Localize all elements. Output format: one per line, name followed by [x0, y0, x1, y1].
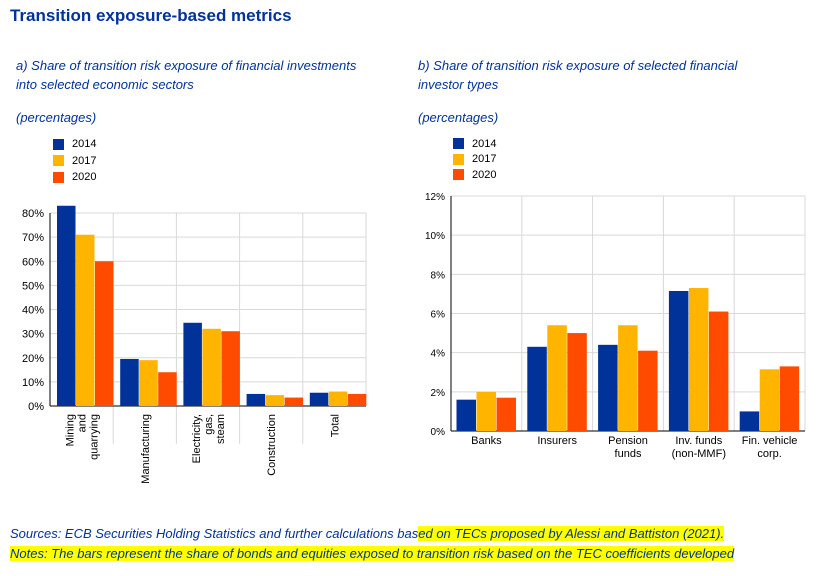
bar-2017	[139, 360, 158, 406]
legend-swatch-2014	[453, 138, 464, 150]
legend-item-2017: 2017	[53, 153, 96, 170]
chart-a-unit: (percentages)	[16, 110, 97, 125]
chart-a-legend: 2014 2017 2020	[53, 136, 96, 186]
legend-label: 2014	[72, 138, 97, 151]
bar-2014	[183, 322, 202, 406]
y-tick-label: 40%	[22, 305, 44, 317]
bar-2014	[57, 205, 76, 406]
y-tick-label: 12%	[425, 192, 445, 203]
chart-a-subtitle-line1: a) Share of transition risk exposure of …	[16, 58, 357, 73]
bar-2017	[618, 325, 638, 431]
bar-2020	[158, 372, 177, 406]
y-tick-label: 60%	[22, 256, 44, 268]
y-tick-label: 80%	[22, 208, 44, 220]
y-tick-label: 6%	[431, 310, 446, 321]
bar-2017	[476, 391, 496, 431]
x-tick-label: and	[77, 414, 89, 432]
y-tick-label: 10%	[425, 231, 445, 242]
legend-item-2020: 2020	[53, 169, 96, 186]
bar-2020	[221, 331, 240, 406]
bar-2020	[567, 333, 587, 431]
bar-2014	[598, 344, 618, 431]
legend-swatch-2014	[53, 138, 64, 150]
footer-sources-b: ed on TECs proposed by Alessi and Battis…	[418, 526, 725, 541]
bar-2014	[120, 358, 139, 406]
y-tick-label: 10%	[22, 377, 44, 389]
y-tick-label: 70%	[22, 232, 44, 244]
chart-b-unit: (percentages)	[418, 110, 499, 125]
legend-swatch-2020	[453, 169, 464, 181]
x-tick-label: Inv. funds	[675, 435, 722, 447]
y-tick-label: 4%	[431, 349, 446, 360]
legend-swatch-2017	[453, 153, 464, 165]
chart-b-subtitle-line1: b) Share of transition risk exposure of …	[418, 58, 738, 73]
bar-2017	[759, 369, 780, 431]
y-tick-label: 30%	[22, 329, 44, 341]
legend-label: 2014	[472, 137, 497, 150]
bar-2014	[668, 290, 689, 431]
x-tick-label: Electricity,	[191, 414, 203, 463]
y-tick-label: 50%	[22, 280, 44, 292]
legend-item-2014: 2014	[53, 136, 96, 153]
bar-2020	[284, 397, 304, 406]
legend-swatch-2020	[53, 171, 64, 183]
x-tick-label: gas,	[203, 414, 215, 435]
y-tick-label: 0%	[28, 401, 44, 413]
bar-2017	[688, 288, 709, 431]
bar-2020	[95, 261, 114, 406]
bar-2014	[309, 392, 329, 406]
y-tick-label: 2%	[431, 388, 446, 399]
x-tick-label: Banks	[471, 435, 502, 447]
x-tick-label: Total	[329, 414, 341, 437]
bar-2014	[246, 393, 266, 406]
x-tick-label: Mining	[65, 414, 77, 446]
x-tick-label: Construction	[266, 414, 278, 476]
footer-sources: Sources: ECB Securities Holding Statisti…	[10, 526, 725, 541]
bar-2017	[328, 391, 348, 406]
x-tick-label: corp.	[757, 448, 781, 460]
chart-b-legend: 2014 2017 2020	[453, 136, 496, 183]
x-tick-label: Insurers	[537, 435, 577, 447]
footer-notes: Notes: The bars represent the share of b…	[10, 546, 735, 561]
footer-sources-a: Sources: ECB Securities Holding Statisti…	[10, 526, 419, 541]
x-tick-label: funds	[615, 448, 642, 460]
y-tick-label: 8%	[431, 270, 446, 281]
x-tick-label: (non-MMF)	[672, 448, 726, 460]
chart-b-subtitle-line2: investor types	[418, 77, 499, 92]
bar-2014	[456, 399, 476, 431]
bar-2020	[708, 311, 729, 431]
legend-item-2017: 2017	[453, 152, 496, 168]
bar-2020	[496, 397, 516, 431]
legend-swatch-2017	[53, 155, 64, 167]
legend-item-2014: 2014	[453, 136, 496, 152]
bar-2017	[265, 395, 285, 406]
x-tick-label: steam	[215, 414, 227, 444]
chart-a-subtitle-line2: into selected economic sectors	[16, 77, 194, 92]
bar-2014	[739, 411, 760, 431]
y-tick-label: 20%	[22, 353, 44, 365]
y-tick-label: 0%	[431, 427, 446, 438]
footer-notes-text: Notes: The bars represent the share of b…	[10, 546, 735, 561]
page-title: Transition exposure-based metrics	[10, 6, 292, 25]
x-tick-label: Manufacturing	[140, 414, 152, 484]
bar-2014	[527, 346, 547, 431]
x-tick-label: Fin. vehicle	[742, 435, 798, 447]
legend-item-2020: 2020	[453, 167, 496, 183]
chart-b-subtitle: b) Share of transition risk exposure of …	[418, 56, 737, 94]
bar-2020	[347, 393, 367, 406]
bar-2020	[638, 350, 658, 431]
bar-2020	[779, 366, 800, 431]
x-tick-label: quarrying	[89, 414, 101, 460]
legend-label: 2020	[472, 168, 497, 181]
bar-2017	[76, 234, 95, 406]
chart-a-subtitle: a) Share of transition risk exposure of …	[16, 56, 356, 94]
legend-label: 2017	[72, 154, 97, 167]
x-tick-label: Pension	[608, 435, 648, 447]
bar-2017	[547, 325, 567, 431]
bar-2017	[202, 328, 221, 406]
legend-label: 2017	[472, 153, 497, 166]
legend-label: 2020	[72, 171, 97, 184]
